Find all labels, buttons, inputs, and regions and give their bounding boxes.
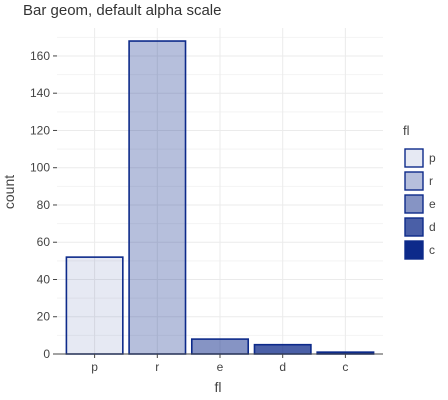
grid bbox=[57, 28, 383, 355]
y-tick-label: 0 bbox=[43, 347, 50, 361]
legend-key-e bbox=[404, 194, 424, 214]
bar-p bbox=[65, 256, 124, 355]
bars bbox=[65, 40, 375, 355]
y-tick-label: 160 bbox=[30, 49, 50, 63]
legend-label-e: e bbox=[429, 197, 436, 211]
legend-label-d: d bbox=[429, 220, 436, 234]
y-tick-label: 80 bbox=[37, 198, 51, 212]
y-tick-label: 60 bbox=[37, 235, 51, 249]
y-ticks: 0 20 40 60 80 100 120 140 160 bbox=[30, 49, 57, 361]
y-tick-label: 40 bbox=[37, 272, 51, 286]
legend-label-p: p bbox=[429, 151, 436, 165]
y-tick-label: 120 bbox=[30, 123, 50, 137]
legend-label-r: r bbox=[429, 174, 433, 188]
legend-key-bg bbox=[404, 171, 424, 191]
legend-key-p bbox=[404, 148, 424, 168]
y-axis-title: count bbox=[1, 175, 17, 209]
x-tick-label: e bbox=[217, 360, 224, 374]
x-tick-label: p bbox=[91, 360, 98, 374]
bar-e bbox=[190, 338, 250, 355]
legend-title: fl bbox=[403, 123, 410, 138]
legend-key-c bbox=[404, 240, 424, 260]
chart-title: Bar geom, default alpha scale bbox=[23, 2, 221, 19]
legend-key-bg bbox=[404, 148, 424, 168]
legend-key-d bbox=[404, 217, 424, 237]
bar-r bbox=[128, 40, 187, 355]
y-tick-label: 100 bbox=[30, 161, 50, 175]
y-tick-label: 20 bbox=[37, 310, 51, 324]
x-tick-label: r bbox=[155, 360, 159, 374]
legend-key-r bbox=[404, 171, 424, 191]
x-tick-label: d bbox=[279, 360, 286, 374]
legend-label-c: c bbox=[429, 243, 435, 257]
bar-d bbox=[253, 343, 312, 355]
x-tick-label: c bbox=[342, 360, 348, 374]
y-tick-label: 140 bbox=[30, 86, 50, 100]
x-axis-title: fl bbox=[215, 379, 222, 395]
